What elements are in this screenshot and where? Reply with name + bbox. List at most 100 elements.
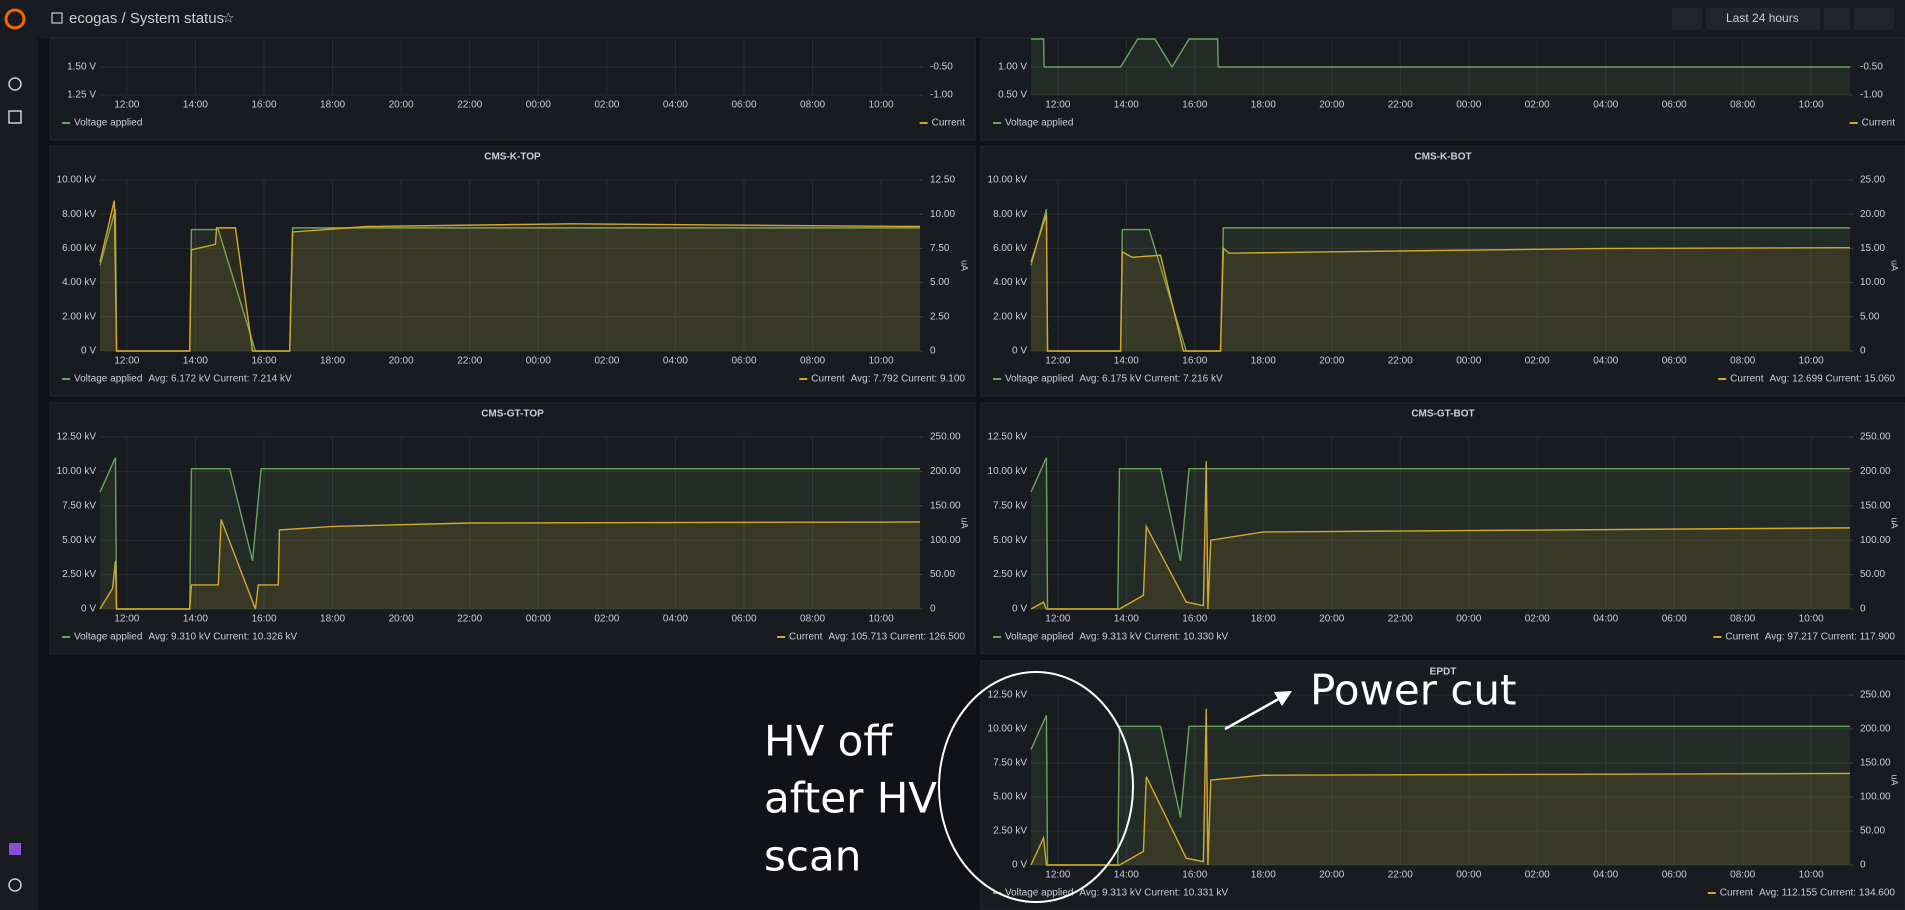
x-tick-label: 12:00	[1045, 356, 1070, 367]
x-tick-label: 00:00	[526, 100, 551, 111]
y-tick-label: 1.25 V	[67, 90, 96, 101]
legend-name: Current	[1720, 888, 1754, 899]
x-tick-label: 02:00	[1525, 614, 1550, 625]
tv-button[interactable]	[1672, 8, 1702, 30]
x-tick-label: 20:00	[389, 356, 414, 367]
x-tick-label: 00:00	[1456, 356, 1481, 367]
panel	[49, 37, 976, 141]
annotation: scan	[764, 832, 861, 881]
y2-tick-label: 0	[930, 346, 936, 357]
help-icon[interactable]	[8, 878, 22, 892]
x-tick-label: 12:00	[1045, 614, 1070, 625]
y2-tick-label: 100.00	[1860, 535, 1891, 546]
time-range[interactable]: Last 24 hours	[1726, 11, 1799, 25]
y2-tick-label: 20.00	[1860, 209, 1885, 220]
refresh[interactable]	[1854, 8, 1894, 30]
y-tick-label: 4.00 kV	[62, 277, 96, 288]
y-tick-label: 10.00 kV	[988, 175, 1028, 186]
annotation: Power cut	[1310, 666, 1517, 715]
logo[interactable]	[4, 8, 26, 30]
side-bar	[0, 0, 38, 910]
y2-tick-label: 200.00	[1860, 466, 1891, 477]
y-tick-label: 10.00 kV	[988, 466, 1028, 477]
x-tick-label: 00:00	[1456, 100, 1481, 111]
area	[1031, 209, 1850, 351]
legend-stats: Avg: 12.699 Current: 15.060	[1770, 374, 1896, 385]
y2-tick-label: 12.50	[930, 175, 955, 186]
y-tick-label: 1.50 V	[67, 62, 96, 73]
y2-tick-label: 0	[930, 604, 936, 615]
x-tick-label: 14:00	[1114, 356, 1139, 367]
y-tick-label: 0 V	[81, 346, 96, 357]
zoom-out[interactable]	[1824, 8, 1850, 30]
legend-stats: Avg: 105.713 Current: 126.500	[828, 632, 965, 643]
x-tick-label: 14:00	[1114, 614, 1139, 625]
y-tick-label: 12.50 kV	[988, 432, 1028, 443]
legend-stats: Avg: 9.313 kV Current: 10.331 kV	[1079, 888, 1228, 899]
x-tick-label: 04:00	[1593, 870, 1618, 881]
x-tick-label: 06:00	[731, 614, 756, 625]
y2-tick-label: 200.00	[1860, 724, 1891, 735]
x-tick-label: 20:00	[1319, 870, 1344, 881]
x-tick-label: 16:00	[251, 100, 276, 111]
area	[1031, 708, 1850, 865]
x-tick-label: 20:00	[389, 614, 414, 625]
x-tick-label: 00:00	[526, 356, 551, 367]
y2-tick-label: 0	[1860, 860, 1866, 871]
panel-title: EPDT	[1430, 667, 1457, 678]
y2-tick-label: 10.00	[1860, 277, 1885, 288]
x-tick-label: 20:00	[389, 100, 414, 111]
ellipse	[938, 671, 1134, 903]
search-icon[interactable]	[8, 77, 22, 91]
x-tick-label: 22:00	[457, 100, 482, 111]
legend-stats: Avg: 112.155 Current: 134.600	[1759, 888, 1895, 899]
y-tick-label: 12.50 kV	[57, 432, 97, 443]
panel	[980, 37, 1905, 141]
y2-tick-label: 250.00	[1860, 690, 1891, 701]
x-tick-label: 20:00	[1319, 614, 1344, 625]
x-tick-label: 10:00	[1799, 614, 1824, 625]
y2-tick-label: 50.00	[1860, 826, 1885, 837]
x-tick-label: 12:00	[114, 356, 139, 367]
y-tick-label: 10.00 kV	[57, 466, 97, 477]
panel-title: CMS-GT-TOP	[481, 409, 544, 420]
breadcrumb[interactable]: ecogas / System status	[69, 10, 224, 27]
x-tick-label: 06:00	[1662, 614, 1687, 625]
x-tick-label: 02:00	[1525, 870, 1550, 881]
line	[1030, 213, 1851, 352]
x-tick-label: 16:00	[251, 614, 276, 625]
legend-name: Voltage applied	[1005, 118, 1073, 129]
time-picker[interactable]	[1706, 8, 1820, 30]
grid-icon	[51, 12, 63, 24]
x-tick-label: 06:00	[731, 356, 756, 367]
legend-name: Voltage applied	[74, 632, 142, 643]
dashboards-icon[interactable]	[8, 110, 22, 124]
x-tick-label: 16:00	[1182, 100, 1207, 111]
x-tick-label: 10:00	[869, 100, 894, 111]
x-tick-label: 02:00	[1525, 356, 1550, 367]
x-tick-label: 00:00	[526, 614, 551, 625]
y-tick-label: 2.50 kV	[993, 569, 1027, 580]
star-icon[interactable]: ☆	[222, 10, 235, 26]
legend-stats: Avg: 7.792 Current: 9.100	[851, 374, 966, 385]
x-tick-label: 08:00	[1730, 870, 1755, 881]
x-tick-label: 00:00	[1456, 870, 1481, 881]
plugin-icon[interactable]	[9, 843, 21, 855]
y2-tick-label: 150.00	[1860, 758, 1891, 769]
area	[100, 519, 920, 609]
y2-tick-label: 50.00	[1860, 569, 1885, 580]
y-tick-label: 5.00 kV	[993, 792, 1027, 803]
legend-name: Current	[1862, 118, 1896, 129]
line	[99, 519, 921, 610]
y-tick-label: 2.00 kV	[62, 311, 96, 322]
panel-title: CMS-K-TOP	[484, 152, 541, 163]
x-tick-label: 02:00	[594, 614, 619, 625]
x-tick-label: 14:00	[1114, 100, 1139, 111]
y2-axis-label: uA	[960, 260, 970, 271]
y-tick-label: 2.00 kV	[993, 311, 1027, 322]
x-tick-label: 18:00	[320, 100, 345, 111]
y-tick-label: 7.50 kV	[993, 758, 1027, 769]
legend-stats: Avg: 6.175 kV Current: 7.216 kV	[1079, 374, 1223, 385]
x-tick-label: 14:00	[183, 100, 208, 111]
